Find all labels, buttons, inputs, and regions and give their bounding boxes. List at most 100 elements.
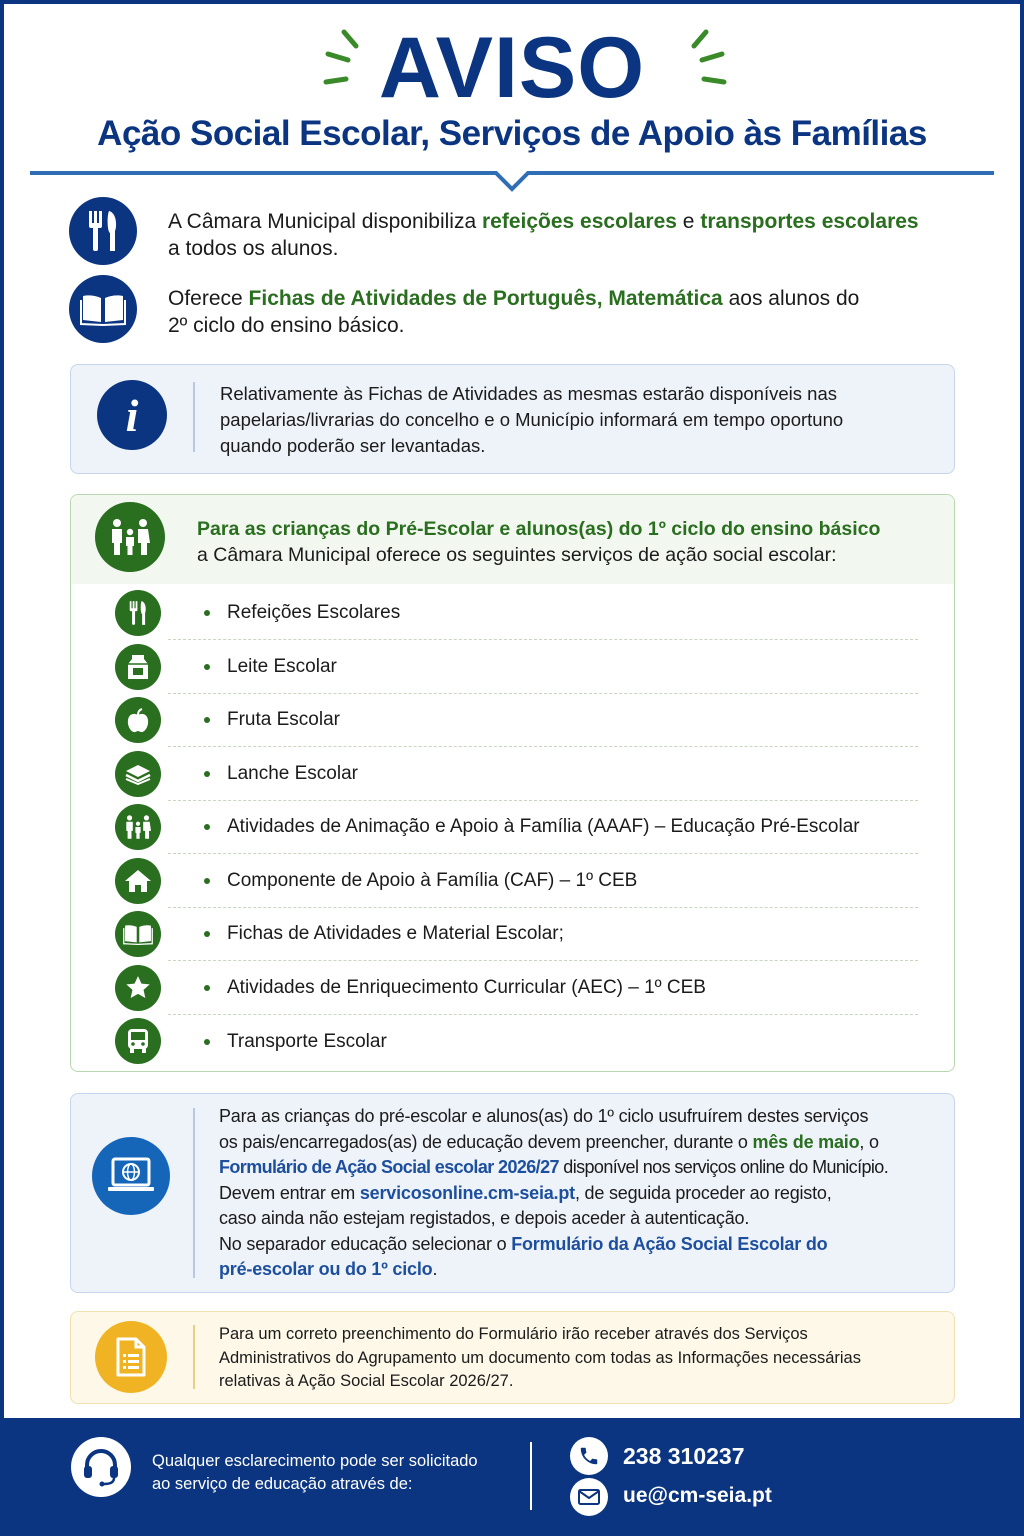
service-label: Leite Escolar [227, 655, 337, 677]
bullet [204, 931, 210, 937]
fork-knife-icon [115, 590, 161, 636]
service-list-item: Leite Escolar [168, 641, 918, 694]
footer-text: Qualquer esclarecimento pode ser solicit… [152, 1450, 478, 1496]
document-icon [95, 1321, 167, 1393]
divider [193, 1325, 195, 1389]
footer-line: ao serviço de educação através de: [152, 1475, 413, 1493]
bullet [204, 610, 210, 616]
bullet [204, 663, 210, 670]
bullet [204, 1038, 210, 1045]
info-text: Relativamente às Fichas de Atividades as… [220, 381, 843, 459]
bullet [204, 824, 210, 830]
email-address[interactable]: ue@cm-seia.pt [623, 1484, 772, 1507]
phone-icon [570, 1437, 608, 1475]
footer: Qualquer esclarecimento pode ser solicit… [0, 1418, 1024, 1536]
service-list-item: Refeições Escolares [168, 587, 918, 640]
text: A Câmara Municipal disponibiliza [168, 210, 482, 233]
note-line: Administrativos do Agrupamento um docume… [219, 1348, 861, 1367]
text: 2º ciclo do ensino básico. [168, 314, 405, 337]
service-list-item: Componente de Apoio à Família (CAF) – 1º… [168, 855, 918, 908]
milk-carton-icon [115, 643, 161, 690]
services-heading-block: Para as crianças do Pré-Escolar e alunos… [197, 516, 880, 568]
website-link[interactable]: servicosonline.cm-seia.pt [359, 1182, 575, 1203]
text: e [676, 210, 701, 233]
online-text: Para as crianças do pré-escolar e alunos… [219, 1104, 889, 1283]
form-name: pré-escolar ou do 1º ciclo [219, 1259, 433, 1279]
apple-icon [115, 697, 161, 743]
online-box [70, 1093, 955, 1293]
service-label: Lanche Escolar [227, 762, 358, 784]
star-icon [115, 964, 161, 1011]
service-label: Fichas de Atividades e Material Escolar; [227, 923, 564, 944]
note-box [70, 1311, 955, 1404]
text: . [432, 1259, 438, 1279]
house-icon [115, 857, 161, 904]
service-list-item: Atividades de Animação e Apoio à Família… [168, 801, 918, 854]
text: aos alunos do [722, 287, 860, 310]
divider [193, 382, 195, 452]
online-line: caso ainda não estejam registados, e dep… [219, 1208, 750, 1228]
service-list-item: Transporte Escolar [168, 1015, 918, 1068]
page-subtitle: Ação Social Escolar, Serviços de Apoio à… [97, 114, 927, 153]
online-line: Para as crianças do pré-escolar e alunos… [219, 1106, 869, 1126]
services-subheading: a Câmara Municipal oferece os seguintes … [197, 544, 837, 566]
info-line: Relativamente às Fichas de Atividades as… [220, 383, 837, 404]
bullet [204, 877, 210, 884]
text: , de seguida proceder ao registo, [574, 1182, 832, 1203]
header-divider [30, 171, 994, 192]
service-label: Atividades de Enriquecimento Curricular … [227, 976, 706, 998]
book-icon [115, 911, 161, 957]
laptop-globe-icon [92, 1137, 170, 1215]
phone-number[interactable]: 238 310237 [623, 1443, 745, 1469]
family-icon [95, 502, 165, 572]
note-line: Para um correto preenchimento do Formulá… [219, 1325, 808, 1343]
highlight: Fichas de Atividades de Português, Matem… [248, 287, 723, 310]
bullet [204, 717, 210, 723]
bus-icon [115, 1018, 161, 1064]
highlight: refeições escolares [482, 210, 677, 233]
text: os pais/encarregados(as) de educação dev… [219, 1131, 753, 1152]
family-icon [115, 804, 161, 850]
services-heading: Para as crianças do Pré-Escolar e alunos… [197, 518, 881, 540]
footer-line: Qualquer esclarecimento pode ser solicit… [152, 1452, 478, 1470]
footer-divider [530, 1442, 532, 1510]
services-box [70, 494, 955, 1072]
text: No separador educação selecionar o [219, 1233, 512, 1254]
service-label: Refeições Escolares [227, 602, 401, 623]
page-title: AVISO [378, 20, 646, 116]
intro-text-2: Oferece Fichas de Atividades de Portuguê… [168, 285, 859, 339]
intro-text-1: A Câmara Municipal disponibiliza refeiçõ… [168, 208, 919, 262]
accent-dashes-right-icon [691, 29, 727, 85]
highlight: mês de maio [752, 1131, 860, 1152]
email-icon [570, 1478, 608, 1516]
services-header-bg [71, 495, 954, 584]
service-label: Atividades de Animação e Apoio à Família… [227, 816, 860, 837]
service-list-item: Fichas de Atividades e Material Escolar; [168, 908, 918, 961]
info-box [70, 364, 955, 474]
fork-knife-icon [69, 197, 137, 265]
service-list-item: Fruta Escolar [168, 694, 918, 747]
bullet [204, 984, 210, 991]
text: a todos os alunos. [168, 237, 339, 260]
book-icon [69, 275, 137, 343]
note-line: relativas à Ação Social Escolar 2026/27. [219, 1372, 514, 1390]
text: Oferece [168, 287, 249, 310]
accent-dashes-left-icon [323, 29, 359, 85]
service-list-item: Atividades de Enriquecimento Curricular … [168, 962, 918, 1015]
service-label: Componente de Apoio à Família (CAF) – 1º… [227, 869, 638, 891]
service-label: Fruta Escolar [227, 709, 340, 730]
info-icon: i [97, 380, 167, 450]
info-line: papelarias/livrarias do concelho e o Mun… [220, 409, 844, 430]
service-list-item: Lanche Escolar [168, 748, 918, 801]
headset-icon [71, 1437, 131, 1497]
form-name: Formulário da Ação Social Escolar do [511, 1233, 828, 1254]
divider [193, 1108, 195, 1278]
highlight: transportes escolares [700, 210, 919, 233]
text: Devem entrar em [219, 1182, 360, 1203]
info-line: quando poderão ser levantadas. [220, 435, 486, 456]
bullet [204, 770, 210, 777]
note-text: Para um correto preenchimento do Formulá… [219, 1323, 861, 1394]
text: disponível nos serviços online do Municí… [558, 1157, 889, 1177]
form-name: Formulário de Ação Social escolar 2026/2… [219, 1157, 560, 1177]
sandwich-icon [115, 750, 161, 797]
